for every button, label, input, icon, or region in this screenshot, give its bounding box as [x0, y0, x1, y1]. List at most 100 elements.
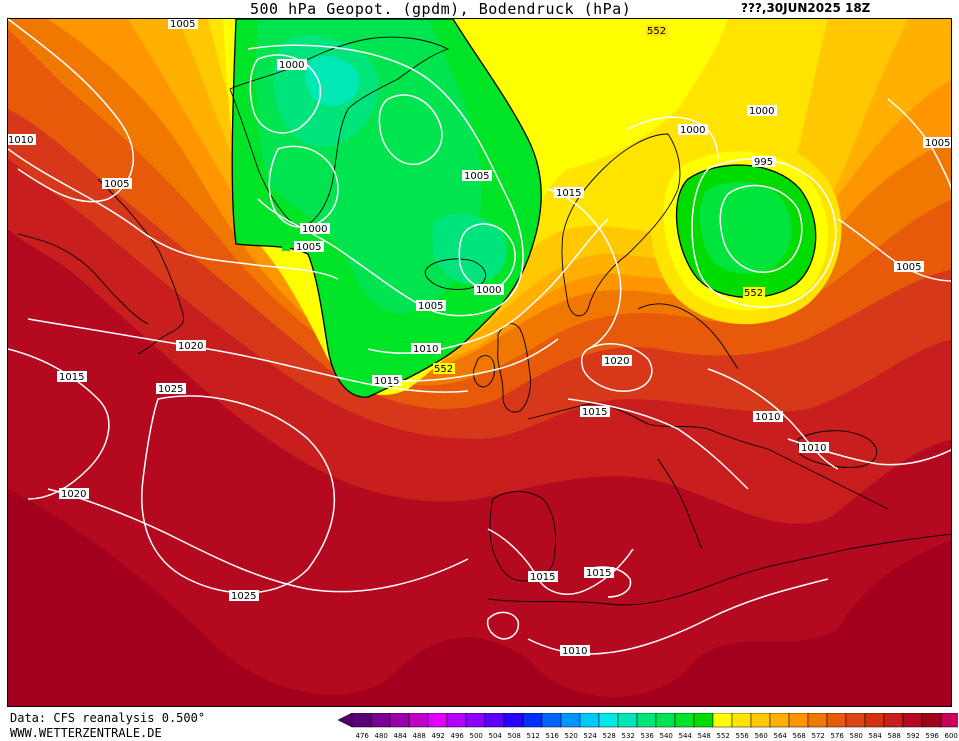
isobar-label: 1000	[476, 285, 501, 296]
europe-coast	[527, 403, 889, 510]
colorbar-tick-label: 520	[565, 732, 578, 740]
isobar-1000-inner	[268, 145, 339, 228]
isobar-label: 1010	[755, 412, 780, 423]
isobar-1000-northsea	[378, 94, 443, 165]
isobar-1000-cutoff	[691, 158, 837, 308]
colorbar-swatch	[769, 713, 790, 728]
colorbar-swatch	[579, 713, 600, 728]
colorbar-swatch	[864, 713, 885, 728]
isobar-label: 1025	[231, 591, 256, 602]
colorbar-tick-label: 572	[812, 732, 825, 740]
colorbar-tick-label: 564	[774, 732, 788, 740]
colorbar-tick-label: 568	[793, 732, 806, 740]
isobar-label: 1005	[896, 262, 921, 273]
colorbar-swatch	[883, 713, 904, 728]
colorbar-arrow-left	[337, 713, 353, 728]
gp-label: 552	[744, 288, 763, 299]
colorbar-swatch	[503, 713, 524, 728]
isobar-label: 1010	[562, 646, 587, 657]
isobar-label: 1005	[418, 301, 443, 312]
black-sea-coast	[797, 430, 878, 468]
isobar-label: 1020	[61, 489, 86, 500]
isobar-label: 1015	[59, 372, 84, 383]
colorbar-tick-label: 484	[394, 732, 408, 740]
isobar-label: 1020	[604, 356, 629, 367]
colorbar-tick-label: 588	[888, 732, 901, 740]
colorbar-swatch	[636, 713, 657, 728]
isobar-label: 1005	[104, 179, 129, 190]
colorbar-tick-label: 508	[508, 732, 521, 740]
colorbar-tick-label: 492	[432, 732, 445, 740]
isobar-1000-baltic	[627, 116, 719, 160]
geopotential-labels: 552 552 552 552	[282, 25, 765, 375]
colorbar-swatch	[446, 713, 467, 728]
colorbar-tick-label: 504	[489, 732, 503, 740]
labrador-coast	[97, 178, 185, 355]
ireland-coast	[473, 355, 495, 388]
isobar-1005-northeast	[887, 98, 951, 191]
colorbar-tick-label: 480	[375, 732, 388, 740]
trough-outline	[231, 19, 542, 398]
colorbar-tick-label: 576	[831, 732, 845, 740]
isobar-label: 995	[754, 157, 773, 168]
isobar-labels: 1005 1010 1005 1000 1000 1005 1000 1005 …	[8, 19, 951, 657]
isobar-label: 1020	[178, 341, 203, 352]
isobar-1015-scand	[547, 188, 622, 350]
colorbar-tick-label: 544	[679, 732, 693, 740]
isobar-label: 1005	[296, 242, 321, 253]
isobar-1020-south	[47, 488, 469, 593]
colorbar: 476 480 484 488 492 496 500 504 508 512 516 520 524 5…	[337, 713, 958, 740]
colorbar-tick-label: 596	[926, 732, 940, 740]
colorbar-swatch	[389, 713, 410, 728]
colorbar-swatch	[370, 713, 391, 728]
isobar-label: 1000	[680, 125, 705, 136]
isobar-label: 1015	[530, 572, 555, 583]
colorbar-swatch	[845, 713, 866, 728]
colorbar-swatch	[940, 713, 958, 728]
colorbar-tick-label: 516	[546, 732, 560, 740]
isobar-1020-atlantic	[27, 318, 469, 393]
valid-time-stamp: ???,30JUN2025 18Z	[741, 1, 871, 15]
colorbar-swatch	[788, 713, 809, 728]
colorbar-tick-label: 540	[660, 732, 673, 740]
gp-trough-deepest	[306, 55, 360, 107]
isobar-1025-high	[141, 395, 336, 594]
colorbar-tick-label: 560	[755, 732, 768, 740]
colorbar-tick-label: 488	[413, 732, 426, 740]
colorbar-swatch	[731, 713, 752, 728]
isobar-label: 1010	[801, 443, 826, 454]
isobar-label: 1005	[170, 19, 195, 30]
colorbar-swatch	[427, 713, 448, 728]
data-source-label: Data: CFS reanalysis 0.500°	[10, 711, 206, 725]
colorbar-tick-label: 528	[603, 732, 616, 740]
isobar-label: 1000	[749, 106, 774, 117]
colorbar-swatch	[484, 713, 505, 728]
colorbar-swatch	[617, 713, 638, 728]
colorbar-swatch	[674, 713, 695, 728]
isobar-label: 1015	[556, 188, 581, 199]
colorbar-tick-label: 536	[641, 732, 655, 740]
colorbar-swatch	[351, 713, 372, 728]
isobar-label: 1025	[158, 384, 183, 395]
weather-map: 1005 1010 1005 1000 1000 1005 1000 1005 …	[7, 18, 952, 707]
scandinavia-coast	[561, 133, 681, 317]
weather-map-svg: 1005 1010 1005 1000 1000 1005 1000 1005 …	[8, 19, 951, 706]
isobar-1010-north-africa	[486, 611, 520, 640]
colorbar-swatch	[560, 713, 581, 728]
colorbar-swatch	[465, 713, 486, 728]
canada-coast	[17, 233, 149, 325]
isobar-label: 1010	[8, 135, 33, 146]
colorbar-tick-label: 552	[717, 732, 730, 740]
isobar-995-cutoff	[719, 184, 803, 273]
isobar-1005-north	[8, 19, 135, 203]
colorbar-swatch	[902, 713, 923, 728]
cutoff-outline	[675, 164, 817, 299]
isobar-label: 1010	[413, 344, 438, 355]
colorbar-swatch	[408, 713, 429, 728]
italy-coast	[657, 458, 703, 550]
colorbar-tick-label: 496	[451, 732, 465, 740]
colorbar-tick-label: 532	[622, 732, 635, 740]
baltic-coast	[637, 303, 739, 370]
gp-label: 552	[434, 364, 453, 375]
colorbar-swatch	[712, 713, 733, 728]
